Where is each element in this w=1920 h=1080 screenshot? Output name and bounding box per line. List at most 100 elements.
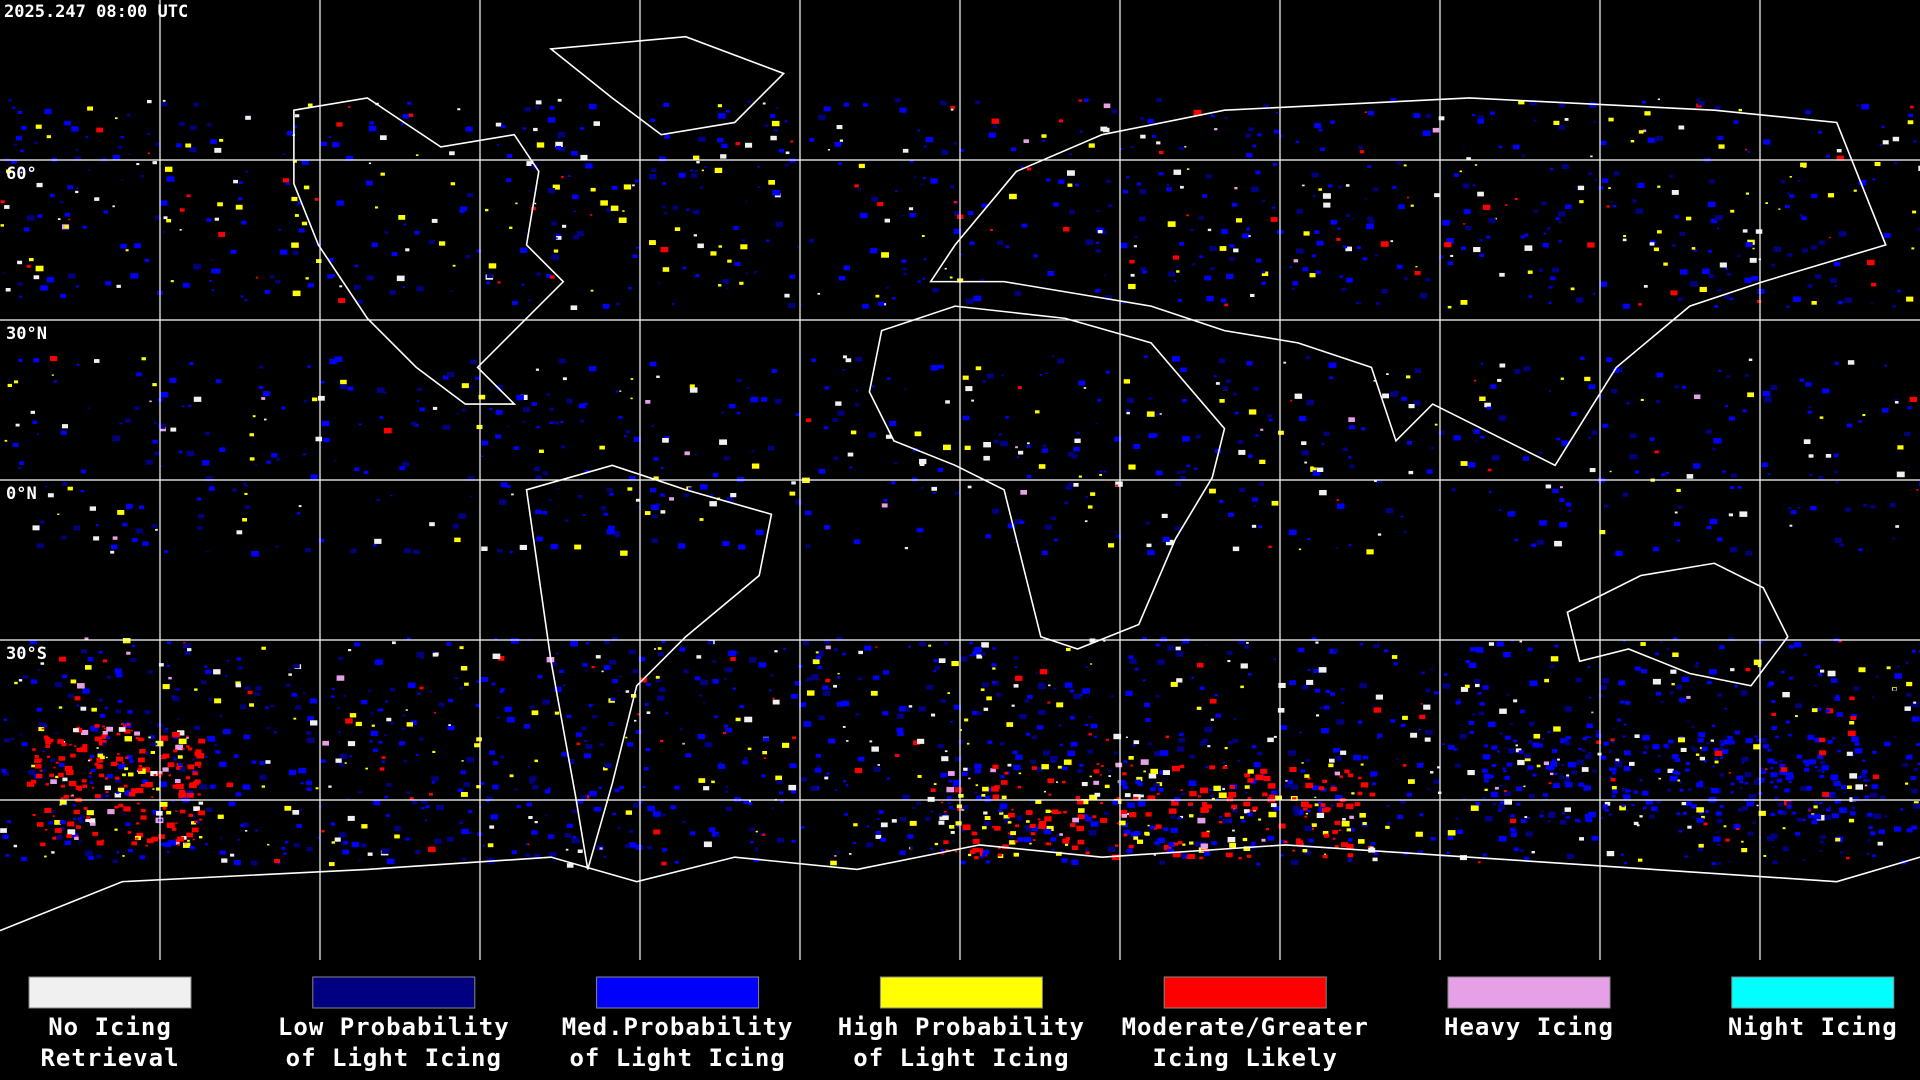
icing-pixel bbox=[609, 492, 614, 496]
icing-pixel bbox=[1152, 135, 1157, 138]
icing-pixel bbox=[1261, 281, 1267, 285]
icing-pixel bbox=[1349, 464, 1355, 469]
icing-pixel bbox=[193, 102, 199, 107]
icing-pixel bbox=[1382, 393, 1389, 399]
icing-pixel bbox=[1247, 454, 1253, 458]
icing-pixel bbox=[811, 358, 817, 363]
legend-swatch bbox=[596, 976, 760, 1009]
icing-pixel bbox=[349, 713, 357, 718]
icing-pixel bbox=[1807, 284, 1813, 288]
icing-pixel bbox=[270, 275, 275, 279]
icing-pixel bbox=[789, 763, 797, 769]
icing-pixel bbox=[1005, 784, 1009, 786]
icing-pixel bbox=[1913, 767, 1919, 772]
icing-pixel bbox=[1772, 846, 1775, 848]
icing-pixel bbox=[1623, 640, 1626, 642]
icing-pixel bbox=[1396, 758, 1399, 761]
icing-pixel bbox=[1714, 757, 1718, 760]
icing-pixel bbox=[375, 206, 379, 209]
icing-pixel bbox=[436, 804, 444, 811]
icing-pixel bbox=[1771, 700, 1776, 703]
icing-pixel bbox=[534, 759, 538, 763]
icing-pixel bbox=[44, 807, 52, 813]
icing-pixel bbox=[1396, 161, 1402, 165]
icing-pixel bbox=[1696, 782, 1704, 788]
icing-pixel bbox=[857, 677, 863, 681]
icing-pixel bbox=[1470, 805, 1479, 811]
icing-pixel bbox=[1588, 736, 1591, 739]
icing-pixel bbox=[1450, 221, 1453, 224]
icing-pixel bbox=[331, 695, 335, 698]
icing-pixel bbox=[1162, 770, 1170, 775]
icing-pixel bbox=[1893, 735, 1896, 738]
icing-pixel bbox=[1094, 792, 1101, 797]
icing-pixel bbox=[183, 643, 191, 649]
icing-pixel bbox=[771, 369, 778, 373]
icing-pixel bbox=[1585, 817, 1593, 823]
icing-pixel bbox=[1528, 794, 1536, 799]
icing-pixel bbox=[91, 707, 97, 712]
icing-pixel bbox=[1009, 840, 1016, 845]
icing-pixel bbox=[1839, 807, 1848, 813]
icing-pixel bbox=[1113, 733, 1122, 740]
icing-pixel bbox=[689, 384, 695, 388]
icing-pixel bbox=[1430, 837, 1436, 841]
icing-pixel bbox=[972, 711, 978, 715]
icing-pixel bbox=[4, 439, 8, 442]
icing-pixel bbox=[368, 162, 372, 165]
icing-pixel bbox=[214, 743, 218, 746]
icing-pixel bbox=[315, 436, 323, 442]
icing-pixel bbox=[1048, 684, 1051, 687]
icing-pixel bbox=[1234, 187, 1238, 190]
icing-pixel bbox=[492, 784, 499, 790]
icing-pixel bbox=[1491, 745, 1498, 750]
icing-pixel bbox=[1126, 813, 1130, 816]
icing-pixel bbox=[1484, 402, 1491, 408]
icing-pixel bbox=[1083, 814, 1088, 818]
icing-pixel bbox=[1376, 479, 1382, 484]
icing-pixel bbox=[1707, 680, 1712, 685]
icing-pixel bbox=[599, 847, 603, 850]
icing-pixel bbox=[381, 848, 390, 854]
icing-pixel bbox=[908, 645, 911, 648]
icing-pixel bbox=[173, 749, 178, 753]
icing-pixel bbox=[983, 380, 986, 383]
icing-pixel bbox=[753, 271, 757, 274]
icing-pixel bbox=[205, 431, 210, 436]
icing-pixel bbox=[1317, 467, 1324, 472]
icing-pixel bbox=[539, 449, 544, 453]
icing-pixel bbox=[144, 710, 151, 715]
icing-pixel bbox=[147, 670, 153, 674]
icing-pixel bbox=[764, 124, 769, 127]
icing-pixel bbox=[1318, 188, 1322, 191]
icing-pixel bbox=[1807, 814, 1814, 819]
icing-pixel bbox=[114, 805, 119, 809]
icing-pixel bbox=[293, 663, 300, 669]
icing-pixel bbox=[239, 181, 243, 184]
icing-pixel bbox=[1629, 761, 1635, 766]
icing-pixel bbox=[930, 810, 933, 813]
icing-pixel bbox=[823, 106, 831, 112]
icing-pixel bbox=[1474, 164, 1478, 166]
icing-pixel bbox=[0, 828, 7, 833]
icing-pixel bbox=[1366, 549, 1374, 555]
icing-pixel bbox=[1913, 701, 1917, 704]
icing-pixel bbox=[858, 163, 865, 169]
icing-pixel bbox=[125, 756, 129, 759]
icing-pixel bbox=[1513, 847, 1519, 851]
icing-pixel bbox=[511, 493, 514, 496]
icing-pixel bbox=[58, 706, 63, 709]
icing-pixel bbox=[533, 127, 538, 132]
icing-pixel bbox=[1671, 683, 1675, 686]
icing-pixel bbox=[1268, 811, 1277, 818]
icing-pixel bbox=[603, 767, 608, 771]
latitude-label: 60° bbox=[6, 164, 37, 184]
icing-pixel bbox=[548, 498, 552, 501]
icing-pixel bbox=[41, 727, 44, 730]
icing-pixel bbox=[194, 761, 202, 767]
icing-pixel bbox=[1811, 193, 1818, 199]
icing-pixel bbox=[381, 756, 386, 759]
icing-pixel bbox=[1880, 144, 1883, 146]
icing-pixel bbox=[1404, 531, 1407, 533]
icing-pixel bbox=[467, 385, 473, 389]
